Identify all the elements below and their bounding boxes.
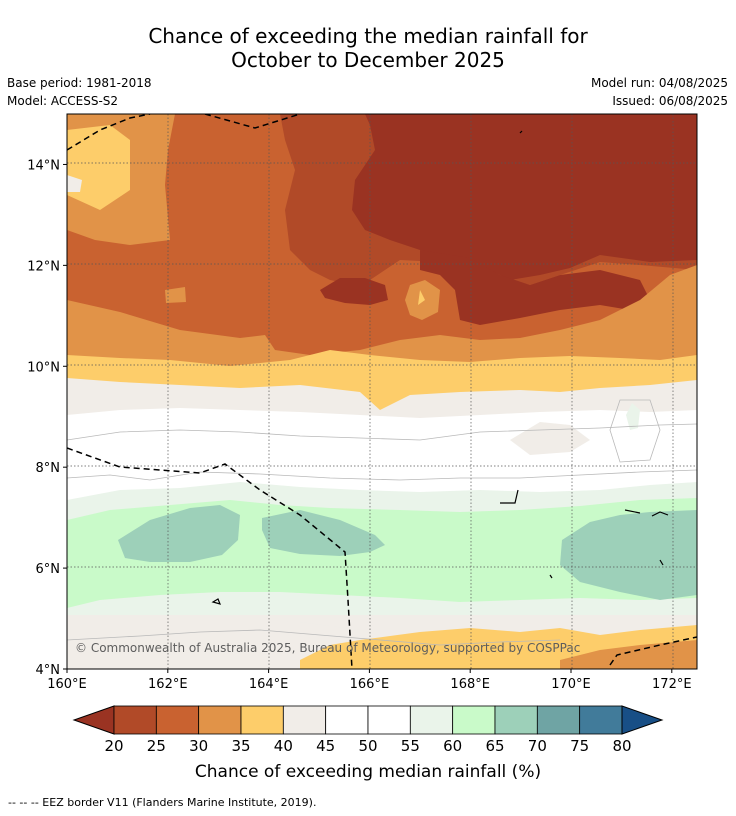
colorbar-tick-label: 55 bbox=[401, 737, 420, 755]
eez-legend-note: -- -- -- EEZ border V11 (Flanders Marine… bbox=[8, 796, 317, 809]
lon-tick-label: 162°E bbox=[148, 677, 188, 692]
colorbar-tick-label: 65 bbox=[485, 737, 504, 755]
map-title-line-1: Chance of exceeding the median rainfall … bbox=[148, 24, 588, 48]
map-title-line-2: October to December 2025 bbox=[231, 48, 505, 72]
colorbar-high-extend bbox=[621, 705, 664, 735]
colorbar-bin bbox=[113, 705, 157, 735]
probability-fields bbox=[67, 114, 697, 669]
colorbar-bin bbox=[282, 705, 327, 735]
lon-tick-label: 166°E bbox=[350, 677, 390, 692]
colorbar-bin bbox=[240, 705, 284, 735]
colorbar-tick-label: 35 bbox=[231, 737, 250, 755]
longitude-ticks: 160°E 162°E 164°E 166°E 168°E 170°E 172°E bbox=[47, 669, 692, 692]
field-35-40-pocket bbox=[165, 287, 186, 303]
colorbar-tick-label: 60 bbox=[443, 737, 462, 755]
field-35-40-south bbox=[560, 640, 697, 669]
colorbar-label: Chance of exceeding median rainfall (%) bbox=[194, 762, 542, 782]
lat-tick-label: 14°N bbox=[27, 158, 60, 173]
lon-tick-label: 164°E bbox=[249, 677, 289, 692]
colorbar-bin bbox=[198, 705, 242, 735]
lon-tick-label: 168°E bbox=[450, 677, 490, 692]
latitude-ticks: 4°N 6°N 8°N 10°N 12°N 14°N bbox=[27, 158, 67, 678]
base-period: Base period: 1981-2018 bbox=[7, 76, 152, 90]
lat-tick-label: 10°N bbox=[27, 360, 60, 375]
colorbar-tick-label: 45 bbox=[316, 737, 335, 755]
field-20-25-pocket bbox=[320, 278, 388, 305]
eez-border bbox=[67, 114, 697, 669]
colorbar-tick-label: 30 bbox=[189, 737, 208, 755]
lon-tick-label: 172°E bbox=[652, 677, 692, 692]
colorbar-bin bbox=[536, 705, 581, 735]
field-20-25-south-lobe bbox=[420, 250, 650, 325]
copyright-notice: © Commonwealth of Australia 2025, Bureau… bbox=[75, 641, 581, 655]
colorbar-bin bbox=[409, 705, 454, 735]
field-60-65-dot bbox=[626, 403, 640, 430]
colorbar-tick-label: 75 bbox=[570, 737, 589, 755]
field-70-75-central bbox=[262, 510, 385, 556]
map-frame bbox=[66, 113, 698, 670]
colorbar-tick-label: 25 bbox=[147, 737, 166, 755]
colorbar-tick-label: 80 bbox=[612, 737, 631, 755]
colorbar-bin bbox=[325, 705, 369, 735]
field-20-25-core bbox=[352, 114, 697, 280]
colorbar-tick-label: 40 bbox=[274, 737, 293, 755]
issued-date: Issued: 06/08/2025 bbox=[612, 94, 728, 108]
model-name: Model: ACCESS-S2 bbox=[7, 94, 119, 108]
colorbar-tick-label: 20 bbox=[104, 737, 123, 755]
field-70-75-west bbox=[118, 505, 240, 562]
colorbar-bin bbox=[579, 705, 623, 735]
field-45-50-northwest bbox=[67, 175, 82, 192]
colorbar-tick-label: 50 bbox=[358, 737, 377, 755]
field-40-45-dot bbox=[418, 290, 425, 305]
lat-tick-label: 8°N bbox=[36, 461, 61, 476]
colorbar-bin bbox=[155, 705, 200, 735]
islands bbox=[211, 130, 669, 605]
colorbar-bin bbox=[494, 705, 538, 735]
colorbar-bin bbox=[367, 705, 411, 735]
model-run-date: Model run: 04/08/2025 bbox=[590, 76, 728, 90]
field-70-75-east bbox=[560, 510, 697, 600]
gridlines bbox=[67, 114, 697, 669]
colorbar-bin bbox=[452, 705, 496, 735]
colorbar-tick-label: 70 bbox=[528, 737, 547, 755]
field-40-45-northwest bbox=[67, 125, 130, 210]
lon-tick-label: 170°E bbox=[551, 677, 591, 692]
lat-tick-label: 6°N bbox=[36, 562, 61, 577]
lon-tick-label: 160°E bbox=[47, 677, 87, 692]
colorbar: 20 25 30 35 40 45 50 55 60 65 70 75 80 bbox=[72, 705, 664, 755]
colorbar-low-extend bbox=[72, 705, 115, 735]
contour-lines bbox=[67, 399, 697, 646]
lat-tick-label: 12°N bbox=[27, 259, 60, 274]
lat-tick-label: 4°N bbox=[36, 663, 61, 678]
